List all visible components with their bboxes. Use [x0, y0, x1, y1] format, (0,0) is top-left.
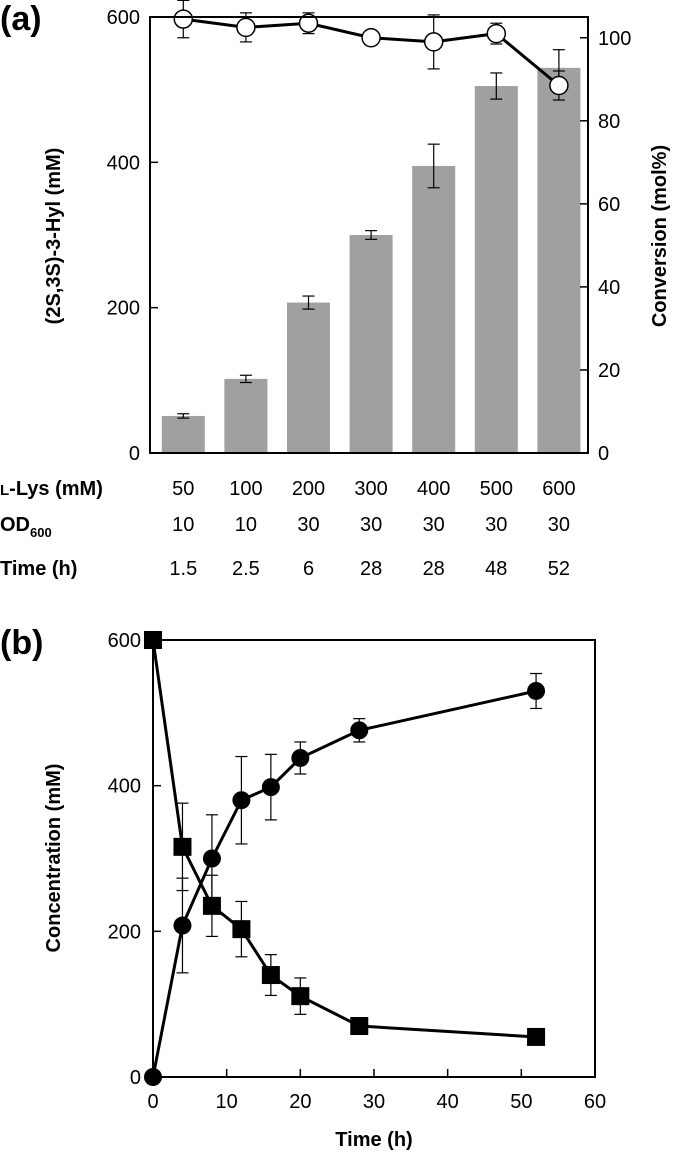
- lys-line: [151, 639, 537, 1039]
- hyl-point-20: [291, 748, 310, 767]
- bar-200: [287, 302, 330, 453]
- bar-300: [349, 235, 393, 453]
- table-cell-2-2: 6: [303, 558, 314, 580]
- y-tick-label-400: 400: [108, 776, 141, 798]
- hyl-point-4: [173, 916, 192, 935]
- hyl-point-16: [261, 778, 280, 797]
- table-row-label-subscript: 600: [30, 525, 52, 540]
- bar-50: [161, 415, 205, 453]
- x-tick-label-60: 60: [584, 1091, 606, 1113]
- right-tick-label-60: 60: [598, 194, 620, 216]
- table-row-label-0: L-Lys (mM): [0, 478, 103, 500]
- panel-a: (a) 0 200 400 600 0 20 40 60 80 100 (2S,3S)-3-Hy…: [0, 0, 671, 580]
- bar-600: [537, 67, 581, 453]
- x-tick-label-50: 50: [510, 1091, 532, 1113]
- conversion-point-50: [173, 9, 194, 29]
- panel-b: (b) 0 200 400 600 0 10 20 30 40 50 60 Time (h) Co…: [0, 624, 606, 1151]
- panel-a-plot-frame: [149, 16, 589, 454]
- right-tick-label-40: 40: [598, 277, 620, 299]
- conversion-point-300: [361, 28, 381, 48]
- panel-b-x-ticks: 0 10 20 30 40 50 60: [147, 1069, 606, 1113]
- y-tick-label-600: 600: [108, 630, 141, 652]
- conversion-point-400: [423, 32, 444, 52]
- hyl-point-12: [232, 791, 251, 810]
- panel-a-ylabel-right: Conversion (mol%): [649, 145, 671, 327]
- table-cell-1-4: 30: [423, 514, 445, 536]
- panel-a-label: (a): [0, 0, 42, 38]
- table-row-label-1: OD600: [0, 514, 52, 540]
- y-tick-label-200: 200: [108, 921, 141, 943]
- table-cell-0-3: 300: [354, 478, 387, 500]
- hyl-line: [151, 689, 537, 1078]
- x-tick-label-30: 30: [363, 1091, 385, 1113]
- lys-point-12: [232, 920, 251, 939]
- table-row-label-text: Time (h): [0, 558, 77, 580]
- table-cell-2-5: 48: [485, 558, 507, 580]
- table-cell-2-1: 2.5: [232, 558, 260, 580]
- conversion-point-200: [298, 13, 319, 33]
- table-cell-1-5: 30: [485, 514, 507, 536]
- table-cell-2-0: 1.5: [169, 558, 197, 580]
- table-cell-1-6: 30: [548, 514, 570, 536]
- table-cell-1-1: 10: [235, 514, 257, 536]
- table-cell-2-3: 28: [360, 558, 382, 580]
- left-tick-label-200: 200: [107, 298, 140, 320]
- right-tick-label-20: 20: [598, 360, 620, 382]
- panel-b-series: [144, 631, 546, 1086]
- right-tick-label-80: 80: [598, 111, 620, 133]
- table-cell-0-1: 100: [229, 478, 262, 500]
- table-cell-0-5: 500: [480, 478, 513, 500]
- panel-a-ylabel-left: (2S,3S)-3-Hyl (mM): [43, 148, 65, 325]
- table-cell-1-2: 30: [297, 514, 319, 536]
- x-tick-label-20: 20: [289, 1091, 311, 1113]
- table-cell-0-6: 600: [542, 478, 575, 500]
- hyl-point-52: [527, 681, 546, 700]
- left-tick-label-0: 0: [129, 443, 140, 465]
- panel-a-left-ticks: 0 200 400 600: [107, 7, 158, 465]
- table-cell-2-6: 52: [548, 558, 570, 580]
- panel-b-xlabel: Time (h): [335, 1129, 412, 1151]
- conversion-point-100: [236, 17, 256, 38]
- table-cell-2-4: 28: [423, 558, 445, 580]
- conversion-point-500: [486, 23, 507, 44]
- y-tick-label-0: 0: [130, 1067, 141, 1089]
- left-tick-label-400: 400: [107, 152, 140, 174]
- panel-b-y-ticks: 0 200 400 600: [108, 630, 161, 1089]
- table-cell-0-0: 50: [172, 478, 194, 500]
- lys-point-8: [202, 896, 221, 915]
- x-tick-label-0: 0: [147, 1091, 158, 1113]
- lys-point-20: [291, 987, 310, 1006]
- table-cell-1-3: 30: [360, 514, 382, 536]
- table-row-label-2: Time (h): [0, 558, 77, 580]
- x-tick-label-40: 40: [437, 1091, 459, 1113]
- bar-100: [224, 378, 268, 453]
- panel-b-label: (b): [0, 624, 43, 662]
- table-cell-0-2: 200: [292, 478, 325, 500]
- panel-a-right-ticks: 0 20 40 60 80 100: [580, 28, 631, 465]
- lys-point-52: [527, 1027, 546, 1046]
- right-tick-label-0: 0: [598, 443, 609, 465]
- table-cell-0-4: 400: [417, 478, 450, 500]
- right-tick-label-100: 100: [598, 28, 631, 50]
- bar-400: [412, 165, 456, 453]
- conversion-point-600: [549, 75, 569, 96]
- x-tick-label-10: 10: [216, 1091, 238, 1113]
- lys-point-16: [261, 966, 280, 985]
- left-tick-label-600: 600: [107, 7, 140, 29]
- lys-point-28: [350, 1017, 369, 1036]
- table-row-label-text: -Lys (mM): [9, 478, 103, 500]
- hyl-point-8: [202, 849, 221, 868]
- panel-a-bars: [161, 49, 581, 454]
- table-row-label-text: OD: [0, 514, 30, 536]
- panel-a-conversion-line: [173, 0, 569, 101]
- hyl-point-28: [350, 721, 369, 740]
- table-row-label-smallcap: L: [0, 482, 9, 499]
- lys-point-4: [173, 837, 192, 856]
- bar-500: [474, 86, 518, 454]
- panel-b-ylabel: Concentration (mM): [43, 764, 65, 953]
- table-cell-1-0: 10: [172, 514, 194, 536]
